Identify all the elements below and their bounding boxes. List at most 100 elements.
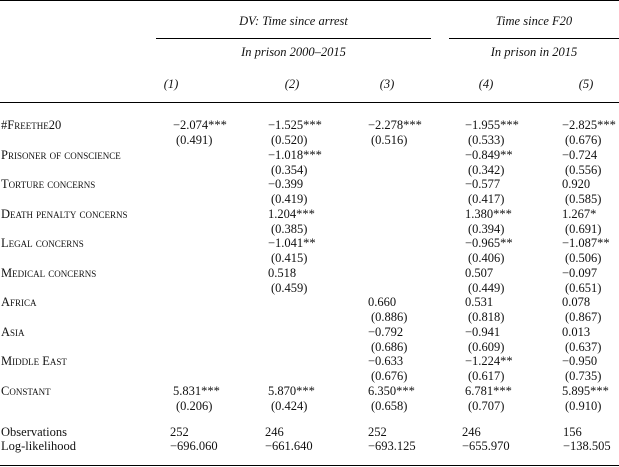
- stat-value: 246: [462, 425, 481, 439]
- stat-value: −661.640: [265, 439, 313, 453]
- standard-error-cell: (0.609): [468, 340, 505, 354]
- standard-error-cell: (0.506): [565, 251, 602, 265]
- row-label: Torture concerns: [1, 177, 96, 191]
- coefficient-cell: 1.204***: [268, 207, 315, 221]
- coefficient-cell: −1.955***: [465, 118, 519, 132]
- stat-value: 252: [368, 425, 387, 439]
- standard-error-cell: (0.658): [371, 399, 408, 413]
- coefficient-cell: −2.278***: [368, 118, 422, 132]
- stat-value: 156: [563, 425, 582, 439]
- column-header-4: (4): [478, 77, 494, 91]
- row-label: Africa: [1, 295, 37, 309]
- standard-error-cell: (0.419): [271, 192, 308, 206]
- coefficient-cell: 0.660: [368, 295, 397, 309]
- coefficient-cell: 6.350***: [368, 384, 415, 398]
- standard-error-cell: (0.691): [565, 222, 602, 236]
- row-label: Prisoner of conscience: [1, 148, 121, 162]
- row-label: #Freethe20: [1, 118, 62, 132]
- standard-error-cell: (0.520): [271, 133, 308, 147]
- coefficient-cell: −0.941: [465, 325, 501, 339]
- standard-error-cell: (0.910): [565, 399, 602, 413]
- standard-error-cell: (0.417): [468, 192, 505, 206]
- coefficient-cell: −0.577: [465, 177, 501, 191]
- coefficient-cell: −0.633: [368, 354, 404, 368]
- coefficient-cell: −2.825***: [562, 118, 616, 132]
- coefficient-cell: 0.013: [562, 325, 591, 339]
- group2-underline: [449, 38, 619, 39]
- standard-error-cell: (0.533): [468, 133, 505, 147]
- standard-error-cell: (0.886): [371, 310, 408, 324]
- group1-subtitle: In prison 2000–2015: [241, 45, 346, 59]
- row-label: Middle East: [1, 354, 67, 368]
- standard-error-cell: (0.556): [565, 163, 602, 177]
- standard-error-cell: (0.415): [271, 251, 308, 265]
- coefficient-cell: 0.078: [562, 295, 591, 309]
- stat-value: 246: [265, 425, 284, 439]
- coefficient-cell: −2.074***: [173, 118, 227, 132]
- standard-error-cell: (0.637): [565, 340, 602, 354]
- top-rule: [0, 0, 619, 1]
- stat-label: Observations: [1, 425, 67, 439]
- bottom-rule: [0, 465, 619, 466]
- row-label: Death penalty concerns: [1, 207, 128, 221]
- coefficient-cell: 1.267*: [562, 207, 597, 221]
- group1-underline: [156, 38, 431, 39]
- stat-label: Log-likelihood: [1, 439, 76, 453]
- coefficient-cell: 5.870***: [268, 384, 315, 398]
- header-bottom-rule: [0, 102, 619, 103]
- coefficient-cell: 0.518: [268, 266, 297, 280]
- coefficient-cell: −0.792: [368, 325, 404, 339]
- standard-error-cell: (0.206): [176, 399, 213, 413]
- coefficient-cell: −0.399: [268, 177, 304, 191]
- coefficient-cell: −0.097: [562, 266, 598, 280]
- coefficient-cell: 5.831***: [173, 384, 220, 398]
- standard-error-cell: (0.867): [565, 310, 602, 324]
- standard-error-cell: (0.342): [468, 163, 505, 177]
- coefficient-cell: −0.965**: [465, 236, 513, 250]
- standard-error-cell: (0.394): [468, 222, 505, 236]
- column-header-1: (1): [163, 77, 179, 91]
- standard-error-cell: (0.406): [468, 251, 505, 265]
- row-label: Asia: [1, 325, 25, 339]
- stat-value: −693.125: [368, 439, 416, 453]
- coefficient-cell: −0.950: [562, 354, 598, 368]
- coefficient-cell: −1.041**: [268, 236, 316, 250]
- standard-error-cell: (0.676): [565, 133, 602, 147]
- stat-value: −696.060: [170, 439, 218, 453]
- standard-error-cell: (0.651): [565, 281, 602, 295]
- coefficient-cell: −1.087**: [562, 236, 610, 250]
- standard-error-cell: (0.676): [371, 369, 408, 383]
- standard-error-cell: (0.354): [271, 163, 308, 177]
- row-label: Constant: [1, 384, 51, 398]
- stat-value: 252: [170, 425, 189, 439]
- group2-title: Time since F20: [495, 14, 573, 28]
- coefficient-cell: 0.920: [562, 177, 591, 191]
- coefficient-cell: −1.018***: [268, 148, 322, 162]
- coefficient-cell: 0.531: [465, 295, 494, 309]
- standard-error-cell: (0.516): [371, 133, 408, 147]
- standard-error-cell: (0.585): [565, 192, 602, 206]
- column-header-5: (5): [578, 77, 594, 91]
- coefficient-cell: 6.781***: [465, 384, 512, 398]
- coefficient-cell: 5.895***: [562, 384, 609, 398]
- standard-error-cell: (0.617): [468, 369, 505, 383]
- standard-error-cell: (0.385): [271, 222, 308, 236]
- group2-subtitle: In prison in 2015: [490, 45, 578, 59]
- coefficient-cell: −0.849**: [465, 148, 513, 162]
- standard-error-cell: (0.707): [468, 399, 505, 413]
- coefficient-cell: −0.724: [562, 148, 598, 162]
- standard-error-cell: (0.459): [271, 281, 308, 295]
- column-header-2: (2): [284, 77, 300, 91]
- coefficient-cell: −1.224**: [465, 354, 513, 368]
- coefficient-cell: 0.507: [465, 266, 494, 280]
- column-header-3: (3): [379, 77, 395, 91]
- stat-value: −138.505: [563, 439, 611, 453]
- standard-error-cell: (0.491): [176, 133, 213, 147]
- row-label: Medical concerns: [1, 266, 97, 280]
- coefficient-cell: 1.380***: [465, 207, 512, 221]
- standard-error-cell: (0.818): [468, 310, 505, 324]
- standard-error-cell: (0.424): [271, 399, 308, 413]
- row-label: Legal concerns: [1, 236, 84, 250]
- group1-title: DV: Time since arrest: [239, 14, 348, 28]
